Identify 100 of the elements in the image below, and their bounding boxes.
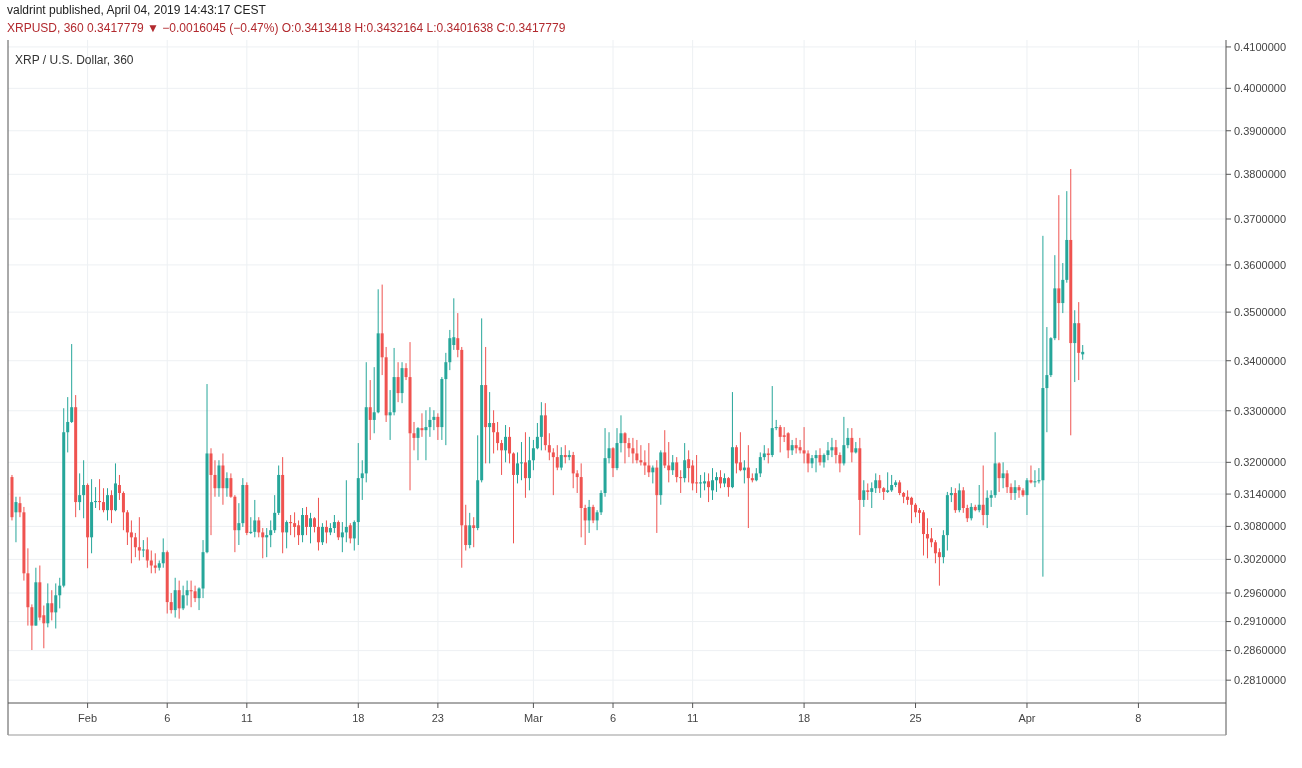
candlestick <box>547 432 551 461</box>
y-tick-label: 0.3140000 <box>1234 487 1286 500</box>
candlestick <box>1073 309 1077 383</box>
candlestick <box>46 582 50 628</box>
y-tick-label: 0.4100000 <box>1234 40 1286 53</box>
candlestick <box>635 439 639 464</box>
candlestick <box>121 490 125 531</box>
candlestick <box>822 452 826 469</box>
candlestick <box>806 449 810 473</box>
x-tick-label: 6 <box>164 712 171 724</box>
candlestick <box>1057 194 1061 341</box>
y-tick-label: 0.3080000 <box>1234 520 1286 533</box>
candlestick <box>591 504 595 524</box>
candlestick <box>324 519 328 544</box>
candlestick <box>368 379 372 441</box>
candlestick <box>58 577 62 609</box>
candlestick <box>78 472 82 511</box>
candlestick <box>790 439 794 456</box>
y-tick-label: 0.3400000 <box>1234 354 1286 367</box>
candlestick <box>1025 477 1029 516</box>
candlestick <box>253 499 257 538</box>
candlestick <box>985 489 989 529</box>
candlestick <box>372 366 376 434</box>
candlestick <box>488 391 492 464</box>
candlestick <box>778 424 782 453</box>
candlestick <box>870 481 874 509</box>
candlestick <box>643 449 647 476</box>
candlestick <box>786 431 790 459</box>
candlestick <box>726 476 730 498</box>
candlestick <box>671 454 675 476</box>
candlestick <box>336 519 340 541</box>
candlestick <box>683 442 687 483</box>
candlestick <box>98 478 102 511</box>
candlestick <box>746 444 750 529</box>
candlestick <box>293 511 297 538</box>
candlestick <box>468 512 472 549</box>
candlestick <box>687 449 691 483</box>
candlestick <box>1017 484 1021 499</box>
candlestick <box>707 472 711 503</box>
candlestick <box>189 580 193 608</box>
candlestick <box>301 507 305 543</box>
candlestick <box>225 471 229 498</box>
candlestick <box>54 582 58 629</box>
y-tick-label: 0.3500000 <box>1234 305 1286 318</box>
candlestick <box>297 519 301 546</box>
candlestick <box>424 409 428 461</box>
candlestick <box>416 426 420 461</box>
candlestick <box>117 474 121 501</box>
y-tick-label: 0.2810000 <box>1234 674 1286 687</box>
y-tick-label: 0.2860000 <box>1234 644 1286 657</box>
candlestick <box>910 496 914 524</box>
y-tick-label: 0.3200000 <box>1234 456 1286 469</box>
candlestick <box>464 504 468 552</box>
x-tick-label: 25 <box>909 712 922 724</box>
candlestick <box>472 516 476 548</box>
candlestick <box>444 352 448 446</box>
candlestick <box>269 519 273 548</box>
candlestick <box>679 469 683 494</box>
candlestick <box>145 536 149 569</box>
x-tick-label: 8 <box>1135 712 1142 724</box>
candlestick <box>695 454 699 494</box>
candlestick <box>519 441 523 481</box>
y-tick-label: 0.2910000 <box>1234 615 1286 628</box>
candlestick <box>810 454 814 469</box>
candlestick <box>217 459 221 498</box>
candlestick <box>523 431 527 499</box>
candlestick <box>878 474 882 494</box>
candlestick <box>360 459 364 501</box>
candlestick <box>925 517 929 559</box>
candlestick <box>257 516 261 538</box>
x-tick-label: Apr <box>1018 712 1036 724</box>
candlestick <box>563 444 567 464</box>
candlestick <box>703 471 707 491</box>
candlestick <box>1033 469 1037 488</box>
candlestick <box>587 499 591 534</box>
candlestick <box>814 449 818 473</box>
candlestick <box>758 451 762 478</box>
candlestick <box>555 444 559 471</box>
candlestick <box>496 421 500 451</box>
candlestick <box>340 521 344 553</box>
candlestick <box>193 585 197 603</box>
candlestick <box>14 496 18 543</box>
candlestick <box>675 456 679 483</box>
candlestick <box>611 446 615 478</box>
candlestick <box>161 537 165 569</box>
candlestick <box>531 439 535 471</box>
candlestick <box>153 552 157 574</box>
candlestick <box>348 522 352 544</box>
x-tick-label: 11 <box>686 712 699 724</box>
candlestick <box>953 487 957 514</box>
candlestick <box>663 429 667 469</box>
candlestick <box>981 464 985 526</box>
candlestick <box>941 529 945 564</box>
x-tick-label: 6 <box>609 712 617 724</box>
candlestick <box>1013 479 1017 501</box>
candlestick <box>149 550 153 574</box>
candlestick <box>551 447 555 496</box>
candlestick <box>639 444 643 466</box>
candlestick <box>173 577 177 619</box>
candlestick <box>82 459 86 519</box>
